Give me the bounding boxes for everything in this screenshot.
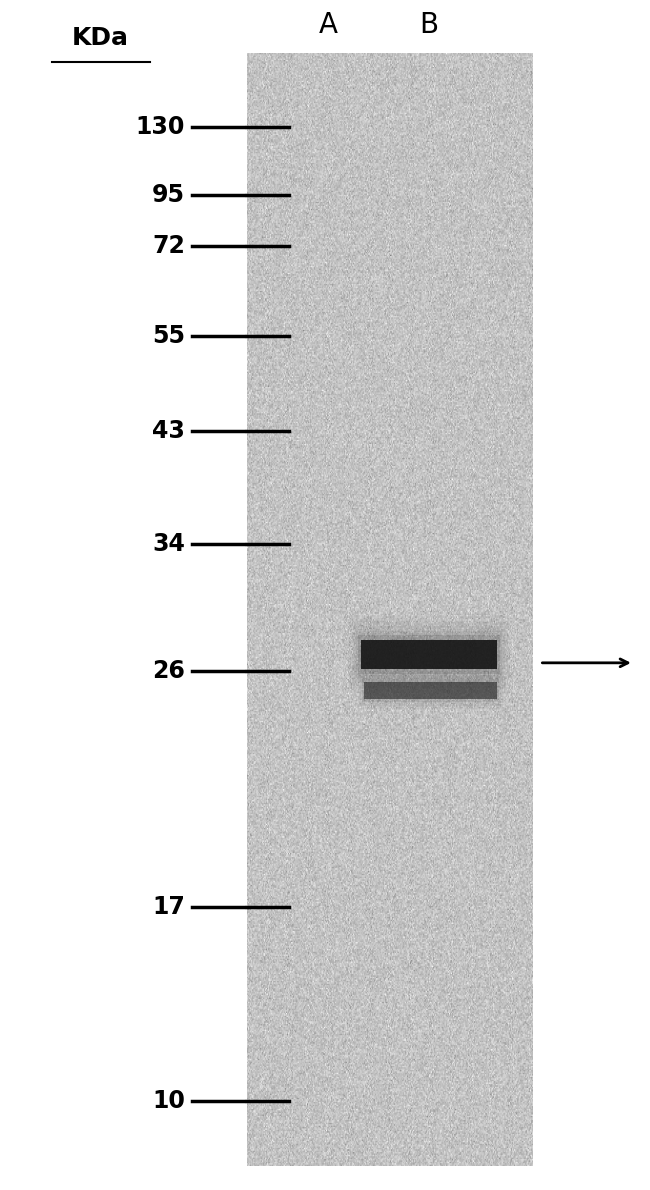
Text: 55: 55 (152, 324, 185, 347)
Bar (353, 626, 505, 683)
Text: 10: 10 (152, 1089, 185, 1113)
Bar (350, 621, 508, 688)
Text: 34: 34 (152, 532, 185, 556)
Text: B: B (419, 11, 439, 39)
Text: 43: 43 (152, 419, 185, 443)
Text: 72: 72 (152, 234, 185, 258)
Text: A: A (318, 11, 338, 39)
Text: 130: 130 (136, 115, 185, 139)
Bar (364, 682, 497, 699)
Text: 17: 17 (152, 895, 185, 919)
Bar (358, 671, 503, 709)
Text: 26: 26 (152, 659, 185, 683)
Text: 95: 95 (152, 183, 185, 207)
Bar (348, 616, 510, 693)
Bar (358, 635, 500, 674)
Bar (247, 54, 533, 1166)
Bar (362, 678, 499, 702)
Bar (360, 675, 501, 706)
Bar (361, 640, 497, 669)
Bar (356, 631, 502, 678)
Text: KDa: KDa (72, 26, 129, 50)
